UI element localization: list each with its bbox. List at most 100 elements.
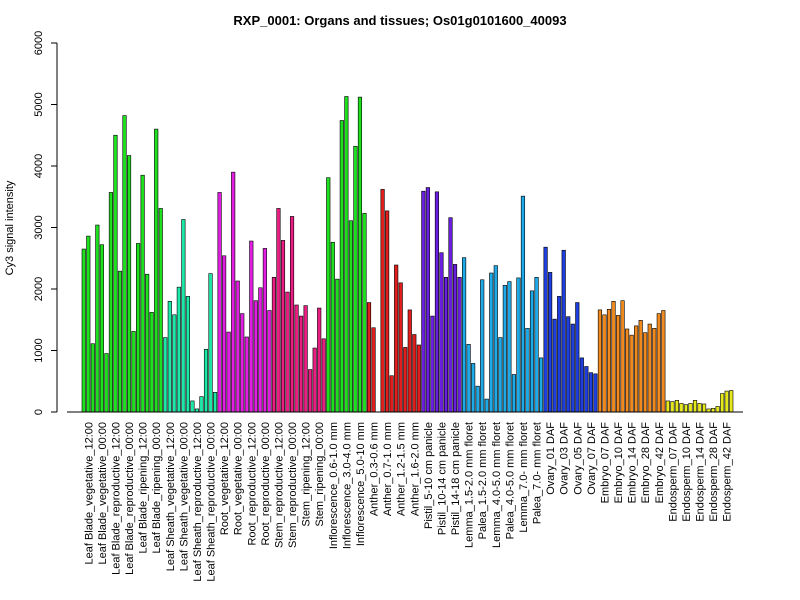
bar xyxy=(602,314,607,413)
bar xyxy=(303,305,308,413)
bar xyxy=(697,403,702,413)
bar xyxy=(217,192,222,413)
bar xyxy=(466,344,471,413)
bar xyxy=(185,296,190,413)
bar xyxy=(222,255,227,413)
bar xyxy=(652,328,657,413)
y-tick-label: 1000 xyxy=(33,338,45,362)
bar xyxy=(674,400,679,413)
bar xyxy=(597,309,602,413)
bar xyxy=(330,241,335,413)
bar xyxy=(620,300,625,413)
bar xyxy=(575,302,580,413)
bar xyxy=(398,282,403,413)
y-axis: 0 1000 2000 3000 4000 5000 6000 xyxy=(33,31,58,415)
x-tick-label: Leaf Sheath_reproductive_12:00 xyxy=(192,422,204,582)
x-tick-label: Anther_0.3-0.6 mm xyxy=(369,422,381,516)
bar xyxy=(299,315,304,413)
bar xyxy=(122,115,127,413)
x-tick-label: Root_reproductive_12:00 xyxy=(246,422,258,546)
bar xyxy=(158,208,163,413)
y-tick-label: 3000 xyxy=(33,215,45,239)
bar xyxy=(258,287,263,413)
bar xyxy=(688,403,693,413)
x-tick-label: Stem_reproductive_12:00 xyxy=(273,422,285,548)
x-tick-label: Leaf Sheath_vegetative_00:00 xyxy=(178,422,190,571)
bar xyxy=(285,291,290,413)
x-tick-label: Root_reproductive_00:00 xyxy=(260,422,272,546)
bar xyxy=(231,171,236,413)
x-tick-label: Anther_1.2-1.5 mm xyxy=(396,422,408,516)
bar xyxy=(308,369,313,413)
bar xyxy=(357,96,363,413)
bar xyxy=(665,400,670,413)
bar xyxy=(448,217,453,413)
bar xyxy=(471,363,476,413)
x-tick-label: Anther_0.7-1.0 mm xyxy=(382,422,394,516)
bar xyxy=(280,240,286,413)
x-tick-label: Embryo_42 DAF xyxy=(654,422,666,504)
bar xyxy=(249,240,254,413)
bar xyxy=(543,246,548,413)
bar xyxy=(629,334,634,413)
bar xyxy=(312,347,317,413)
y-tick-label: 0 xyxy=(33,409,45,415)
bar xyxy=(353,146,358,413)
bar xyxy=(81,248,86,413)
bar xyxy=(584,366,589,413)
bar xyxy=(389,375,394,413)
x-tick-label: Endosperm_14 DAF xyxy=(695,422,707,522)
bar xyxy=(489,272,494,413)
x-tick-label: Endosperm_07 DAF xyxy=(667,422,679,522)
bar xyxy=(136,243,141,413)
x-tick-label: Ovary_03 DAF xyxy=(559,422,571,495)
x-tick-label: Palea_7.0- mm floret xyxy=(532,422,544,524)
bar xyxy=(380,189,385,413)
bar xyxy=(335,278,340,413)
bar xyxy=(208,273,213,413)
bar xyxy=(539,357,544,413)
x-tick-label: Endosperm_28 DAF xyxy=(708,422,720,522)
bar xyxy=(625,328,630,413)
bar xyxy=(145,273,150,413)
bar xyxy=(140,174,145,413)
bar xyxy=(421,190,426,413)
bar xyxy=(588,372,593,413)
bar xyxy=(190,400,195,413)
bar xyxy=(240,313,245,413)
bar xyxy=(131,331,136,413)
bar xyxy=(412,334,417,413)
bar xyxy=(86,235,91,413)
x-tick-label: Pistil_5-10 cm panicle xyxy=(423,422,435,529)
bar xyxy=(276,208,281,413)
bar xyxy=(566,316,571,413)
x-axis-labels: Leaf Blade_vegetative_12:00 Leaf Blade_ve… xyxy=(83,422,733,582)
x-tick-label: Leaf Blade_reproductive_00:00 xyxy=(124,422,136,575)
bar xyxy=(679,403,684,413)
bar xyxy=(199,396,204,413)
x-tick-label: Root_vegetative_12:00 xyxy=(219,422,231,535)
bar xyxy=(529,290,535,413)
bar xyxy=(366,302,372,413)
bar xyxy=(502,285,507,413)
bar xyxy=(593,373,598,413)
bar xyxy=(552,318,557,413)
bar xyxy=(326,177,331,413)
x-tick-label: Inflorescence_5.0-10 mm xyxy=(355,422,367,546)
bar xyxy=(394,264,399,413)
bar xyxy=(430,315,435,413)
bar xyxy=(271,277,277,413)
x-tick-label: Ovary_07 DAF xyxy=(586,422,598,495)
bar xyxy=(294,304,299,413)
x-tick-label: Endosperm_10 DAF xyxy=(681,422,693,522)
x-tick-label: Leaf Blade_vegetative_00:00 xyxy=(97,422,109,565)
bar xyxy=(683,404,689,413)
bar xyxy=(615,315,621,413)
bar xyxy=(484,398,489,413)
bar xyxy=(557,296,562,413)
bar xyxy=(104,353,109,413)
bar xyxy=(235,280,240,413)
bar xyxy=(579,357,584,413)
chart-title: RXP_0001: Organs and tissues; Os01g01016… xyxy=(233,13,566,28)
bar xyxy=(711,408,716,413)
